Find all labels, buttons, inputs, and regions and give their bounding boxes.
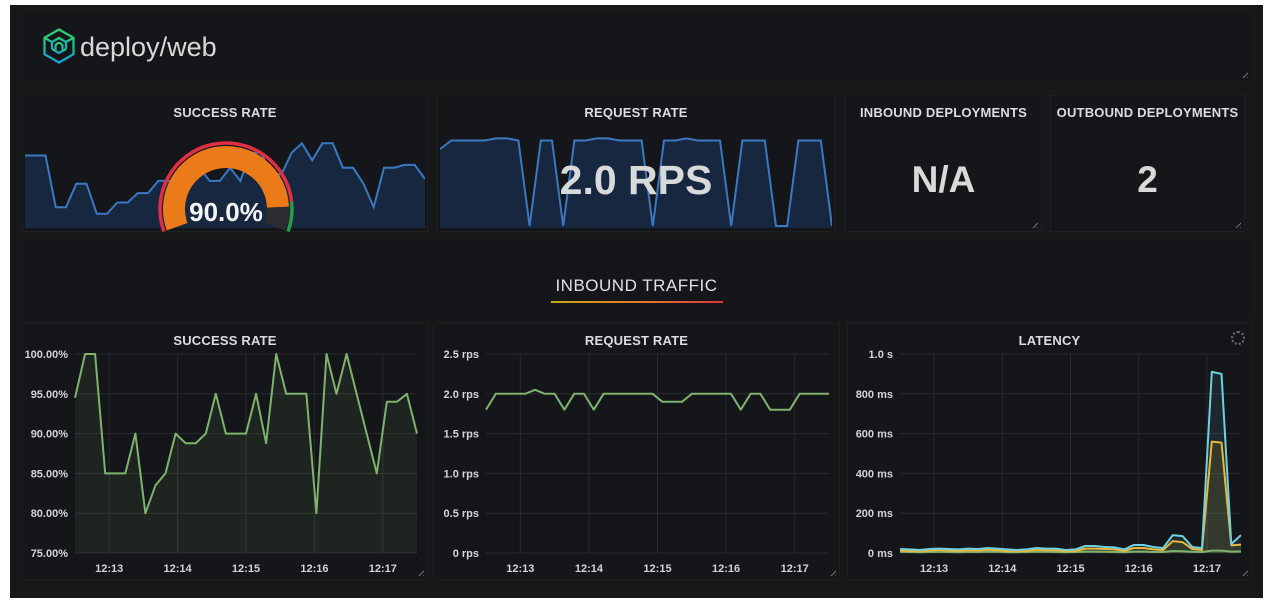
svg-text:100.00%: 100.00% bbox=[25, 349, 69, 361]
deploy-logo-icon bbox=[43, 28, 75, 64]
svg-text:2.0 rps: 2.0 rps bbox=[444, 389, 479, 401]
latency-chart[interactable]: 1.0 s 800 ms 600 ms 400 ms 200 ms 0 ms 12:13 12… bbox=[848, 324, 1251, 579]
svg-text:2.5 rps: 2.5 rps bbox=[444, 349, 479, 361]
svg-text:12:13: 12:13 bbox=[920, 563, 948, 575]
panel-latency-graph: LATENCY 1.0 s 800 ms 600 ms 400 ms 200 ms 0 m… bbox=[847, 323, 1252, 580]
panel-title[interactable]: LATENCY bbox=[1018, 333, 1081, 348]
request-rate-sparkline[interactable] bbox=[440, 128, 832, 228]
svg-text:12:17: 12:17 bbox=[369, 563, 397, 575]
success-rate-chart[interactable]: 100.00% 95.00% 90.00% 85.00% 80.00% 75.00% 12:… bbox=[23, 324, 427, 579]
resize-handle[interactable] bbox=[417, 569, 424, 576]
panel-title[interactable]: REQUEST RATE bbox=[584, 105, 688, 120]
resize-handle[interactable] bbox=[1234, 221, 1241, 228]
success-rate-sparkline[interactable] bbox=[25, 128, 425, 228]
svg-text:1.0 rps: 1.0 rps bbox=[444, 468, 479, 480]
svg-text:0.5 rps: 0.5 rps bbox=[444, 508, 479, 520]
svg-text:1.5 rps: 1.5 rps bbox=[444, 429, 479, 441]
svg-text:600 ms: 600 ms bbox=[856, 429, 893, 441]
panel-title[interactable]: SUCCESS RATE bbox=[173, 333, 277, 348]
section-title: INBOUND TRAFFIC bbox=[555, 276, 718, 295]
svg-text:0 rps: 0 rps bbox=[453, 548, 479, 560]
panel-inbound-deployments: INBOUND DEPLOYMENTS N/A bbox=[845, 95, 1042, 232]
header-panel: deploy/web bbox=[22, 13, 1251, 81]
svg-text:12:14: 12:14 bbox=[164, 563, 193, 575]
svg-text:0 ms: 0 ms bbox=[868, 548, 893, 560]
panel-title[interactable]: SUCCESS RATE bbox=[173, 105, 277, 120]
panel-title[interactable]: REQUEST RATE bbox=[584, 333, 689, 348]
svg-text:12:13: 12:13 bbox=[506, 563, 534, 575]
panel-title[interactable]: OUTBOUND DEPLOYMENTS bbox=[1056, 105, 1239, 120]
svg-text:12:17: 12:17 bbox=[1193, 563, 1221, 575]
stat-value: 2 bbox=[1137, 159, 1158, 200]
resize-handle[interactable] bbox=[1241, 71, 1248, 78]
success-rate-gauge[interactable] bbox=[151, 134, 301, 246]
svg-text:85.00%: 85.00% bbox=[31, 468, 69, 480]
svg-text:90.00%: 90.00% bbox=[31, 429, 69, 441]
svg-text:80.00%: 80.00% bbox=[31, 508, 69, 520]
panel-success-rate-stat: SUCCESS RATE 90.0% bbox=[22, 95, 428, 233]
svg-text:12:14: 12:14 bbox=[988, 563, 1017, 575]
stat-value: N/A bbox=[911, 159, 976, 200]
dashboard: deploy/web SUCCESS RATE 90.0% REQUEST RA… bbox=[10, 5, 1263, 598]
svg-text:12:15: 12:15 bbox=[1056, 563, 1084, 575]
svg-text:12:13: 12:13 bbox=[95, 563, 123, 575]
svg-text:400 ms: 400 ms bbox=[856, 468, 893, 480]
loading-spinner-icon bbox=[1231, 331, 1245, 345]
svg-text:75.00%: 75.00% bbox=[31, 548, 69, 560]
resize-handle[interactable] bbox=[1031, 221, 1038, 228]
panel-title[interactable]: INBOUND DEPLOYMENTS bbox=[859, 105, 1028, 120]
panel-request-rate-graph: REQUEST RATE 2.5 rps 2.0 rps 1.5 rps 1.0 rp… bbox=[433, 323, 840, 580]
svg-text:12:16: 12:16 bbox=[712, 563, 740, 575]
panel-request-rate-stat: REQUEST RATE 2.0 RPS bbox=[437, 95, 835, 232]
svg-text:200 ms: 200 ms bbox=[856, 508, 893, 520]
svg-text:12:14: 12:14 bbox=[575, 563, 604, 575]
resize-handle[interactable] bbox=[1241, 569, 1248, 576]
svg-text:800 ms: 800 ms bbox=[856, 389, 893, 401]
section-underline bbox=[550, 301, 723, 303]
svg-text:12:17: 12:17 bbox=[781, 563, 809, 575]
resize-handle[interactable] bbox=[829, 569, 836, 576]
svg-text:12:16: 12:16 bbox=[300, 563, 328, 575]
svg-text:1.0 s: 1.0 s bbox=[869, 349, 893, 361]
svg-text:12:16: 12:16 bbox=[1125, 563, 1153, 575]
section-header-panel: INBOUND TRAFFIC bbox=[22, 238, 1251, 318]
svg-text:12:15: 12:15 bbox=[232, 563, 260, 575]
panel-outbound-deployments: OUTBOUND DEPLOYMENTS 2 bbox=[1050, 95, 1245, 232]
dashboard-title: deploy/web bbox=[80, 32, 217, 62]
svg-text:12:15: 12:15 bbox=[643, 563, 671, 575]
request-rate-chart[interactable]: 2.5 rps 2.0 rps 1.5 rps 1.0 rps 0.5 rps 0 rps… bbox=[434, 324, 839, 579]
panel-success-rate-graph: SUCCESS RATE 100.00% 95.00% 90.00% 85.00% 80… bbox=[22, 323, 428, 580]
svg-text:95.00%: 95.00% bbox=[31, 389, 69, 401]
